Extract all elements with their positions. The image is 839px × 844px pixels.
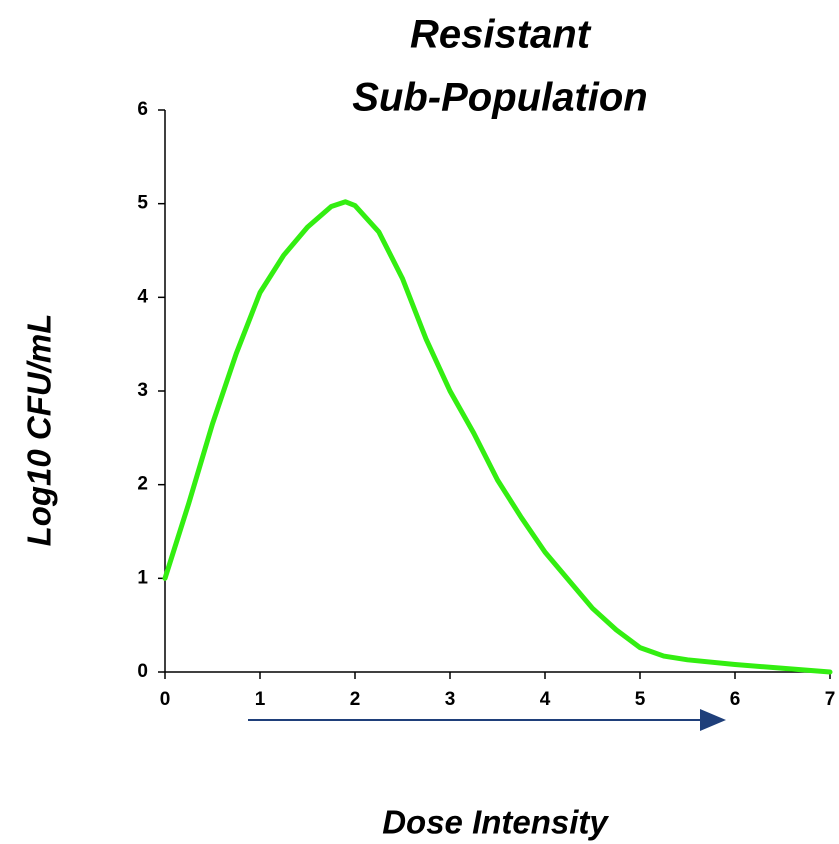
y-tick-label: 1 (137, 567, 148, 588)
x-tick-label: 5 (635, 689, 646, 710)
x-tick-label: 2 (350, 689, 361, 710)
chart-title: Sub-Population (352, 76, 648, 120)
x-tick-label: 1 (255, 689, 266, 710)
x-tick-label: 4 (540, 689, 551, 710)
chart-title: Resistant (410, 13, 592, 57)
x-tick-label: 7 (825, 689, 836, 710)
x-tick-label: 3 (445, 689, 456, 710)
y-tick-label: 0 (137, 661, 148, 682)
x-tick-label: 0 (160, 689, 171, 710)
arrow-head (700, 709, 726, 731)
y-tick-label: 2 (137, 474, 148, 495)
y-tick-label: 5 (137, 193, 148, 214)
y-tick-label: 3 (137, 380, 148, 401)
y-tick-label: 6 (137, 99, 148, 120)
x-axis-label: Dose Intensity (382, 804, 609, 841)
x-tick-label: 6 (730, 689, 741, 710)
data-line (162, 199, 833, 675)
y-axis-label: Log10 CFU/mL (21, 314, 58, 547)
y-tick-label: 4 (137, 286, 148, 307)
